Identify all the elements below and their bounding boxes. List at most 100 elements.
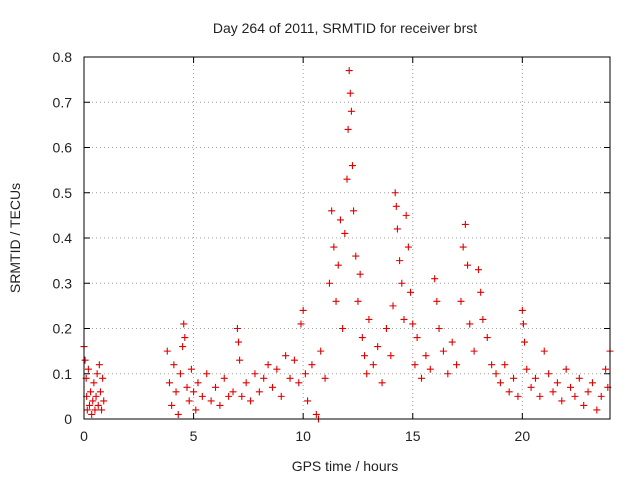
data-point <box>477 288 485 296</box>
data-point <box>346 89 354 97</box>
axis-ticks: 0 5 10 15 20 0 0.1 0.2 0.3 0.4 0.5 0.6 0.7 0.8 <box>53 49 610 444</box>
data-point <box>593 406 601 414</box>
data-point <box>393 225 401 233</box>
data-point <box>181 334 189 342</box>
data-point <box>418 374 426 382</box>
data-point <box>100 397 108 405</box>
data-point <box>540 347 548 355</box>
data-point <box>247 397 255 405</box>
data-points <box>80 67 614 423</box>
data-point <box>91 406 99 414</box>
data-point <box>235 338 243 346</box>
data-point <box>168 401 176 409</box>
data-point <box>396 257 404 265</box>
data-point <box>496 379 504 387</box>
data-point <box>488 361 496 369</box>
data-point <box>505 388 513 396</box>
data-point <box>531 374 539 382</box>
data-point <box>203 370 211 378</box>
data-point <box>536 392 544 400</box>
data-point <box>356 270 364 278</box>
data-point <box>439 347 447 355</box>
data-point <box>317 347 325 355</box>
data-point <box>238 392 246 400</box>
data-point <box>459 243 467 251</box>
data-point <box>295 379 303 387</box>
data-point <box>174 410 182 418</box>
data-point <box>413 334 421 342</box>
data-point <box>190 388 198 396</box>
data-point <box>358 334 366 342</box>
data-point <box>94 401 102 409</box>
data-point <box>426 365 434 373</box>
data-point <box>236 356 244 364</box>
data-point <box>212 383 219 391</box>
y-tick-label: 0.5 <box>53 185 73 201</box>
data-point <box>365 315 373 323</box>
data-point <box>448 338 456 346</box>
data-point <box>400 315 408 323</box>
data-point <box>216 401 224 409</box>
data-point <box>527 383 535 391</box>
data-point <box>389 302 397 310</box>
data-point <box>233 325 241 332</box>
data-point <box>402 211 410 219</box>
data-point <box>461 220 469 228</box>
data-point <box>170 361 178 369</box>
data-point <box>163 347 171 355</box>
data-point <box>268 383 276 391</box>
data-point <box>411 361 419 369</box>
y-tick-label: 0.6 <box>53 140 73 156</box>
data-point <box>176 370 184 378</box>
data-point <box>407 288 415 296</box>
data-point <box>81 356 89 364</box>
y-tick-label: 0.7 <box>53 94 73 110</box>
data-point <box>183 383 191 391</box>
data-point <box>88 410 96 418</box>
data-point <box>523 365 531 373</box>
data-point <box>492 370 500 378</box>
data-point <box>387 352 395 360</box>
data-point <box>422 352 430 360</box>
data-point <box>521 338 529 346</box>
data-point <box>597 392 605 400</box>
data-point <box>558 397 566 405</box>
data-point <box>404 243 412 251</box>
data-point <box>87 388 95 396</box>
data-point <box>339 325 347 332</box>
x-tick-label: 10 <box>295 428 311 444</box>
grid <box>83 56 610 420</box>
data-point <box>334 261 342 269</box>
data-point <box>297 320 305 328</box>
data-point <box>345 67 353 75</box>
data-point <box>332 297 340 305</box>
data-point <box>179 343 187 351</box>
y-axis-label: SRMTID / TECUs <box>7 183 23 293</box>
data-point <box>301 370 309 378</box>
data-point <box>409 320 417 328</box>
y-tick-label: 0.4 <box>53 230 73 246</box>
data-point <box>341 229 349 237</box>
data-point <box>575 374 583 382</box>
data-point <box>580 401 588 409</box>
data-point <box>242 379 250 387</box>
data-point <box>185 397 193 405</box>
y-tick-label: 0.3 <box>53 275 73 291</box>
data-point <box>475 266 482 274</box>
data-point <box>343 175 351 183</box>
data-point <box>98 406 106 414</box>
data-point <box>501 361 509 369</box>
chart-title: Day 264 of 2011, SRMTID for receiver brs… <box>213 20 477 36</box>
data-point <box>444 370 452 378</box>
data-point <box>172 388 180 396</box>
x-tick-label: 20 <box>515 428 531 444</box>
data-point <box>602 365 610 373</box>
data-point <box>290 356 298 364</box>
data-point <box>90 379 98 387</box>
data-point <box>192 406 200 414</box>
data-point <box>545 370 553 378</box>
data-point <box>83 406 91 414</box>
data-point <box>330 243 338 251</box>
data-point <box>466 320 474 328</box>
data-point <box>92 392 100 400</box>
